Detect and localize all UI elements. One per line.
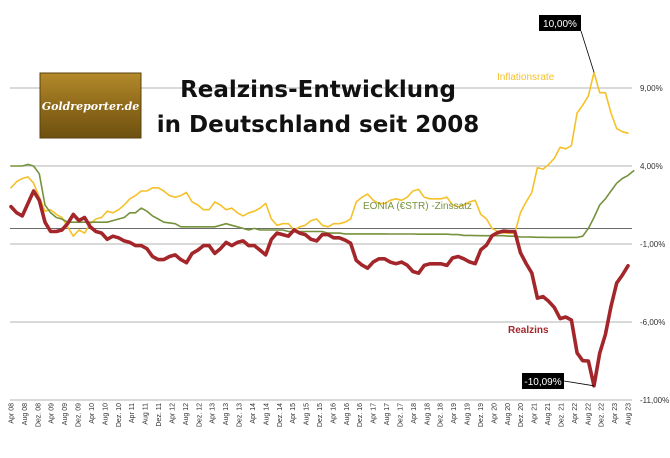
goldreporter-logo: Goldreporter.de	[39, 72, 142, 139]
series-line-eonia-str-zinssatz	[10, 163, 635, 239]
callout-leader	[580, 30, 595, 73]
series-line-realzins	[9, 189, 630, 388]
x-tick-label: Apr 18	[411, 403, 418, 424]
callout-box	[522, 373, 564, 389]
x-tick-label: Apr 16	[330, 403, 337, 424]
x-tick-label: Aug 10	[102, 403, 109, 425]
x-tick-label: Dez. 14	[277, 403, 284, 427]
x-tick-label: Aug 09	[62, 403, 69, 425]
y-tick-label: -6,00%	[640, 318, 665, 327]
x-tick-label: Aug 12	[183, 403, 190, 425]
x-tick-label: Dez. 16	[357, 403, 364, 427]
series-line-inflationsrate	[10, 71, 629, 237]
x-tick-label: Dez. 20	[518, 403, 525, 427]
x-tick-label: Aug 22	[585, 403, 592, 425]
x-tick-label: Apr 09	[49, 403, 56, 424]
x-axis: Apr 08 Aug 08 Dez. 08 Apr 09 Aug 09 Dez. 09 Ap…	[9, 403, 633, 427]
x-tick-label: Dez. 11	[156, 403, 163, 427]
x-tick-label: Dez. 18	[438, 403, 445, 427]
grid-lines	[10, 87, 632, 401]
x-tick-label: Dez. 17	[397, 403, 404, 427]
x-tick-label: Apr 23	[612, 403, 619, 424]
callout-label: -10,09%	[524, 377, 561, 388]
series-label-eonia-str-zinssatz: EONIA (€STR) -Zinssatz	[363, 201, 472, 212]
series-label-inflationsrate: Inflationsrate	[497, 72, 555, 83]
x-tick-label: Dez. 09	[76, 403, 83, 427]
x-tick-label: Apr 13	[210, 403, 217, 424]
x-tick-label: Aug 15	[304, 403, 311, 425]
x-tick-label: Apr 15	[290, 403, 297, 424]
x-tick-label: Dez. 15	[317, 403, 324, 427]
x-tick-label: Dez. 10	[116, 403, 123, 427]
logo-background	[39, 72, 142, 139]
series-label-realzins: Realzins	[508, 325, 549, 336]
series-labels: Inflationsrate EONIA (€STR) -Zinssatz Real…	[363, 72, 555, 336]
x-tick-label: Apr 17	[371, 403, 378, 424]
x-tick-label: Aug 08	[22, 403, 29, 425]
x-tick-label: Dez. 19	[478, 403, 485, 427]
callout-leader	[563, 380, 595, 387]
x-tick-label: Dez. 08	[35, 403, 42, 427]
x-tick-label: Aug 18	[424, 403, 431, 425]
callout-label: 10,00%	[543, 19, 577, 30]
y-tick-label: 4,00%	[640, 162, 663, 171]
x-tick-label: Apr 10	[89, 403, 96, 424]
x-tick-label: Dez. 21	[558, 403, 565, 427]
x-tick-label: Aug 19	[465, 403, 472, 425]
x-tick-label: Apr 11	[129, 403, 136, 423]
x-tick-label: Apr 22	[572, 403, 579, 424]
y-tick-label: 9,00%	[640, 84, 663, 93]
chart-title-line-1: Realzins-Entwicklung	[180, 77, 456, 103]
x-tick-label: Dez. 22	[599, 403, 606, 427]
x-tick-label: Aug 13	[223, 403, 230, 425]
y-axis: 9,00% 4,00% -1,00% -6,00% -11,00%	[640, 84, 669, 405]
callout-box	[539, 15, 581, 31]
x-tick-label: Apr 21	[532, 403, 539, 424]
x-tick-label: Apr 19	[451, 403, 458, 424]
plot-area	[10, 10, 632, 400]
logo-text: Goldreporter.de	[42, 100, 140, 113]
x-tick-label: Apr 12	[169, 403, 176, 424]
x-tick-label: Apr 14	[250, 403, 257, 424]
x-tick-label: Aug 14	[263, 403, 270, 425]
x-tick-label: Aug 16	[344, 403, 351, 425]
y-tick-label: -11,00%	[640, 396, 669, 405]
callouts: 10,00% -10,09%	[522, 15, 595, 389]
x-tick-label: Dez. 13	[237, 403, 244, 427]
x-tick-label: Aug 23	[626, 403, 633, 425]
y-tick-label: -1,00%	[640, 240, 665, 249]
series-layer	[9, 71, 635, 388]
x-tick-label: Aug 20	[505, 403, 512, 425]
x-tick-label: Aug 17	[384, 403, 391, 425]
x-tick-label: Aug 21	[545, 403, 552, 425]
x-tick-label: Dez. 12	[196, 403, 203, 427]
x-tick-label: Apr 08	[9, 403, 16, 424]
x-tick-label: Aug 11	[143, 403, 150, 425]
x-tick-label: Apr 20	[491, 403, 498, 424]
chart-title-line-2: in Deutschland seit 2008	[157, 112, 479, 138]
